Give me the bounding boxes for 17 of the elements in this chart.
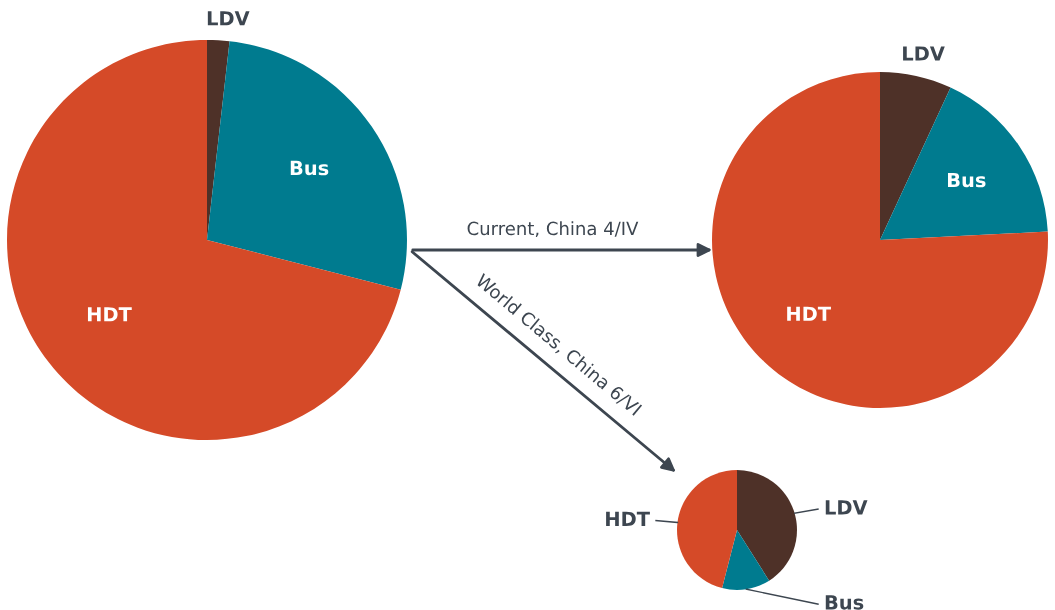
pie-slice bbox=[880, 87, 1048, 240]
pie-slice bbox=[712, 72, 1048, 408]
slice-label: HDT bbox=[87, 307, 132, 322]
slice-label: HDT bbox=[787, 306, 831, 321]
pie-slice bbox=[737, 470, 797, 581]
slice-label: LDV bbox=[825, 500, 868, 515]
pie-slice bbox=[7, 40, 401, 440]
slice-label: Bus bbox=[290, 160, 329, 176]
slice-label: HDT bbox=[606, 511, 650, 526]
text: Current, China 4/IV bbox=[467, 221, 639, 238]
pie-slice bbox=[677, 470, 737, 589]
slice-label: LDV bbox=[903, 46, 945, 61]
slice-label: Bus bbox=[825, 595, 864, 610]
slice-label: Bus bbox=[948, 172, 986, 188]
pie-slice bbox=[722, 530, 770, 590]
pie-slice bbox=[207, 41, 407, 290]
slice-label: LDV bbox=[207, 11, 250, 26]
